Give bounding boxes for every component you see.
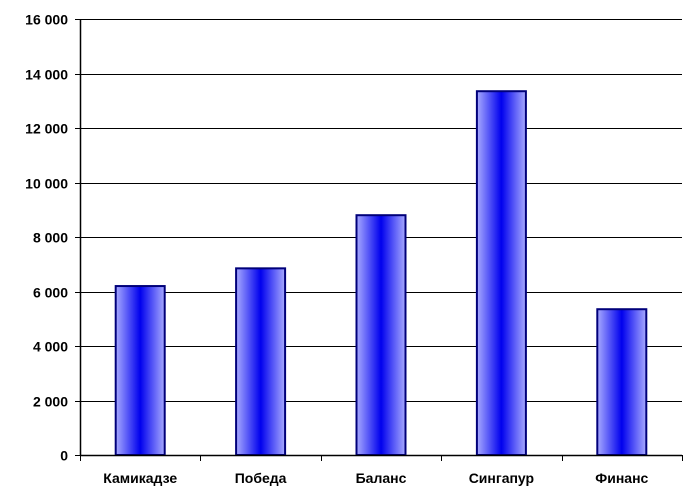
y-tick-label: 2 000 xyxy=(33,394,68,410)
y-tick-label: 16 000 xyxy=(25,12,68,28)
x-category-label: Баланс xyxy=(356,470,407,486)
bar xyxy=(235,267,287,456)
bar xyxy=(475,90,527,457)
y-tick-label: 6 000 xyxy=(33,285,68,301)
x-category-label: Камикадзе xyxy=(103,470,177,486)
axes xyxy=(75,19,683,461)
y-tick-label: 8 000 xyxy=(33,230,68,246)
bars xyxy=(114,90,648,457)
x-category-label: Сингапур xyxy=(469,470,534,486)
x-category-label: Победа xyxy=(235,470,287,486)
y-tick-label: 10 000 xyxy=(25,176,68,192)
x-category-labels: Камикадзе Победа Баланс Сингапур Финанс xyxy=(103,470,648,486)
bar xyxy=(596,308,648,456)
bar xyxy=(355,214,407,456)
x-category-label: Финанс xyxy=(595,470,648,486)
y-tick-labels: 0 2 000 4 000 6 000 8 000 10 000 12 000 14 000 1… xyxy=(25,12,68,464)
bar xyxy=(114,285,166,456)
y-tick-label: 14 000 xyxy=(25,67,68,83)
y-tick-label: 12 000 xyxy=(25,121,68,137)
y-tick-label: 4 000 xyxy=(33,339,68,355)
y-tick-label: 0 xyxy=(60,448,68,464)
